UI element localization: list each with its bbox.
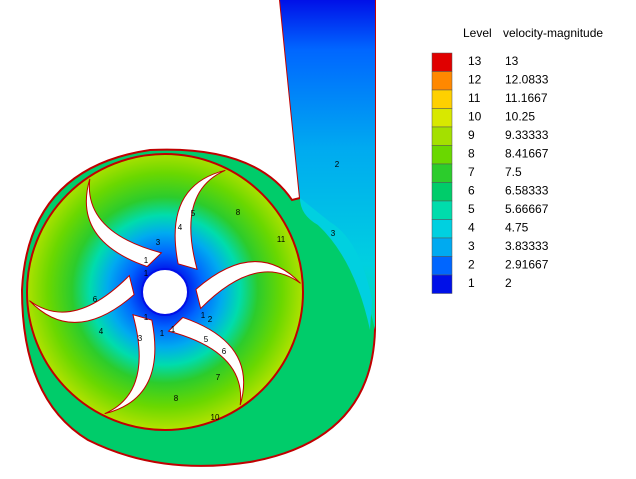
legend-value: 8.41667 [505, 147, 549, 161]
contour-label: 7 [216, 373, 221, 382]
legend-level: 4 [468, 221, 475, 235]
contour-label: 1 [144, 313, 149, 322]
contour-label: 2 [208, 315, 213, 324]
legend-swatch [432, 220, 452, 239]
contour-label: 6 [93, 295, 98, 304]
legend-swatch [432, 127, 452, 146]
legend-level: 6 [468, 184, 475, 198]
legend-value: 2 [505, 276, 512, 290]
legend-value: 4.75 [505, 221, 529, 235]
legend-swatch [432, 146, 452, 165]
contour-label: 5 [204, 335, 209, 344]
contour-label: 4 [99, 327, 104, 336]
legend-swatch [432, 109, 452, 128]
legend-swatch [432, 238, 452, 257]
contour-label: 8 [236, 208, 241, 217]
legend-value: 7.5 [505, 165, 522, 179]
contour-label: 1 [160, 329, 165, 338]
contour-label: 10 [211, 413, 220, 422]
legend-level: 8 [468, 147, 475, 161]
legend-value: 2.91667 [505, 258, 549, 272]
contour-label: 6 [222, 347, 227, 356]
legend-value: 9.33333 [505, 128, 549, 142]
legend-level: 11 [468, 91, 481, 105]
legend-level: 9 [468, 128, 475, 142]
contour-label: 1 [171, 325, 176, 334]
contour-label: 11 [277, 235, 286, 244]
legend-swatch [432, 90, 452, 109]
legend-level: 10 [468, 110, 482, 124]
legend-swatch [432, 257, 452, 276]
pump-contour [22, 0, 375, 466]
legend-value: 6.58333 [505, 184, 549, 198]
contour-label: 1 [144, 269, 149, 278]
contour-label: 1 [201, 311, 206, 320]
legend-level: 13 [468, 54, 482, 68]
legend-value: 5.66667 [505, 202, 549, 216]
legend-level: 12 [468, 73, 482, 87]
legend-value: 13 [505, 54, 519, 68]
legend-swatch [432, 183, 452, 202]
legend-swatch [432, 164, 452, 183]
legend-value: 10.25 [505, 110, 535, 124]
contour-label: 8 [174, 394, 179, 403]
contour-label: 2 [335, 160, 340, 169]
legend-level: 5 [468, 202, 475, 216]
contour-label: 3 [156, 238, 161, 247]
legend-swatch [432, 72, 452, 91]
legend-value: 3.83333 [505, 239, 549, 253]
legend-swatch [432, 53, 452, 72]
legend-value: 11.1667 [505, 91, 548, 105]
legend-level: 7 [468, 165, 475, 179]
contour-label: 4 [178, 223, 183, 232]
contour-label: 3 [138, 334, 143, 343]
page: 231111111123456781034568 Level velocity-… [0, 0, 636, 474]
contour-label: 5 [191, 209, 196, 218]
legend-level: 1 [468, 276, 475, 290]
legend-level: 3 [468, 239, 475, 253]
contour-label: 3 [331, 229, 336, 238]
legend-title: velocity-magnitude [503, 26, 603, 40]
legend-swatch [432, 275, 452, 294]
legend-swatch [432, 201, 452, 220]
legend-level: 2 [468, 258, 475, 272]
contour-label: 1 [144, 256, 149, 265]
legend-value: 12.0833 [505, 73, 549, 87]
legend-level-header: Level [463, 26, 492, 40]
